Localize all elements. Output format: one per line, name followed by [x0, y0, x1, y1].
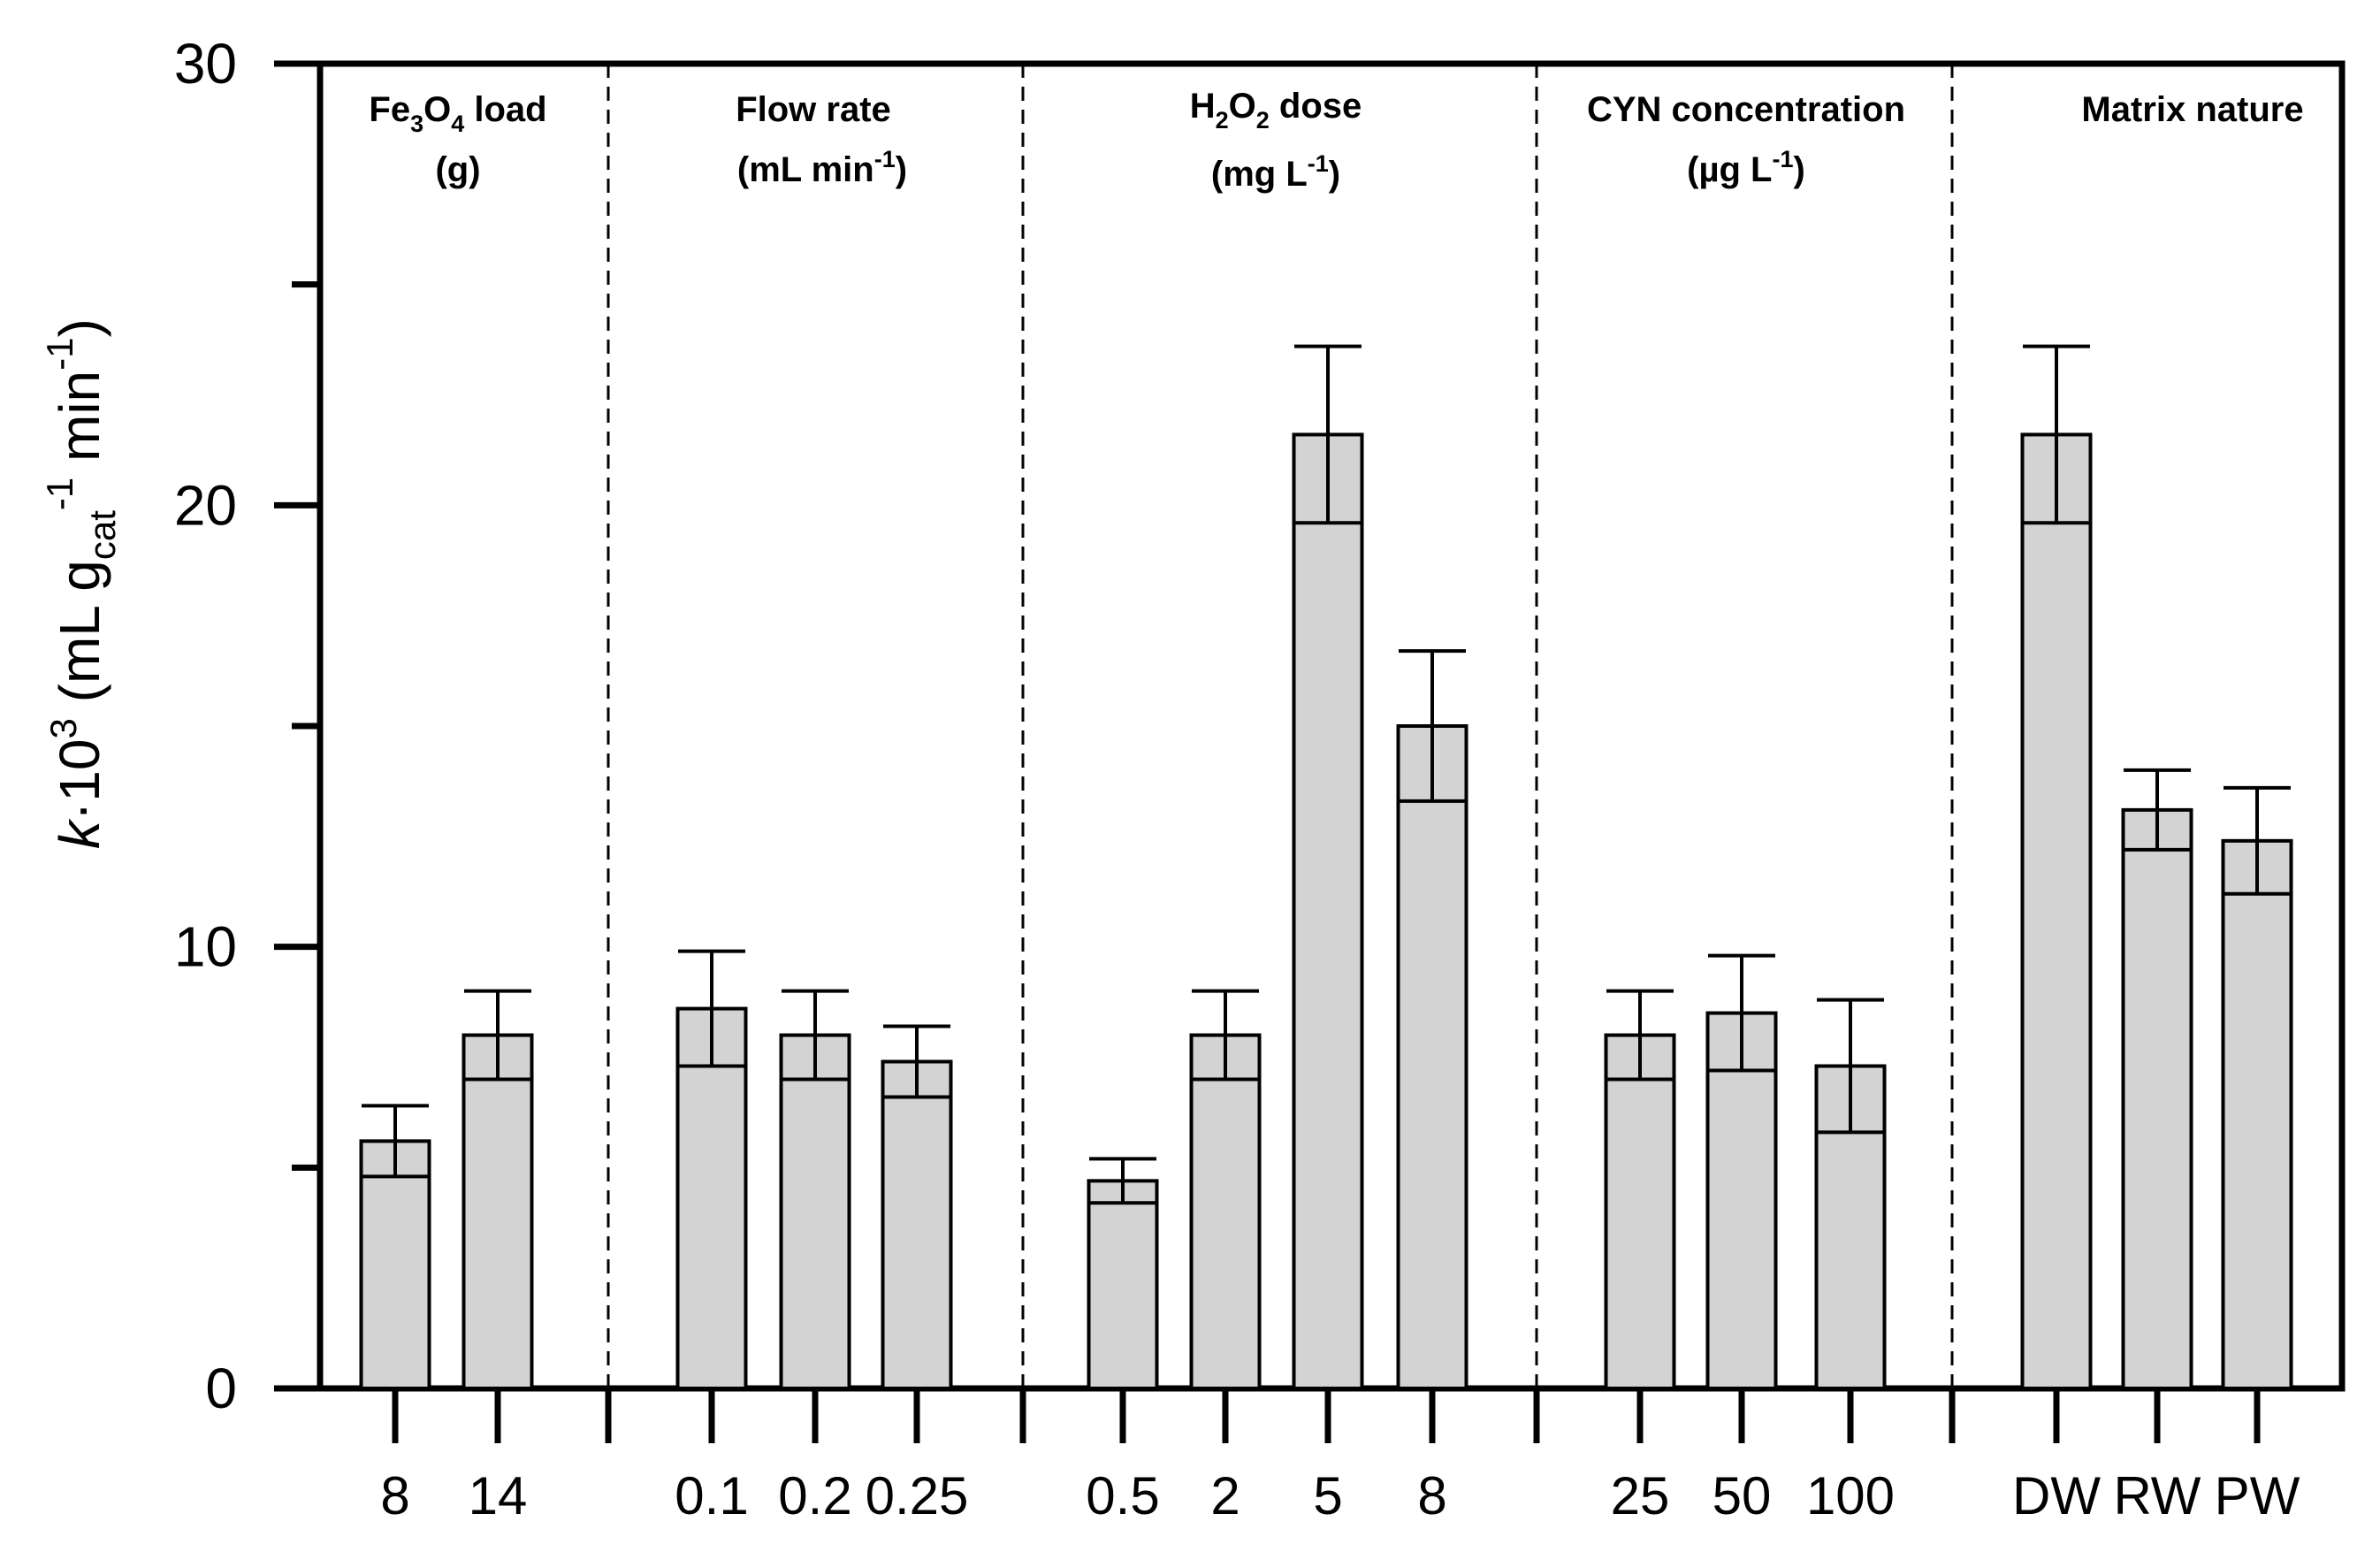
x-tick-label: 0.1 [675, 1466, 748, 1525]
y-tick-label: 20 [174, 473, 237, 537]
group-title-flow-rate: Flow rate [736, 90, 891, 129]
bar [359, 1139, 431, 1390]
bar [779, 1033, 851, 1390]
x-axis: 8 14 0.1 0.2 0.25 0.5 2 5 8 25 50 100 DW RW PW [380, 1388, 2300, 1525]
bar [2121, 807, 2193, 1390]
bar [1604, 1033, 1676, 1390]
y-axis-label: k·103 (mL gcat-1 min-1) [39, 318, 123, 849]
x-tick-label: 5 [1313, 1466, 1342, 1525]
bar [675, 1006, 748, 1391]
x-tick-label: 8 [380, 1466, 409, 1525]
y-tick-label: 0 [205, 1357, 237, 1420]
y-axis: 0 10 20 30 [174, 32, 320, 1420]
error-bars [362, 344, 2291, 1205]
bar [1087, 1179, 1159, 1391]
group-unit-fe3o4: (g) [435, 150, 480, 189]
bars [359, 432, 2293, 1391]
group-titles: Fe3O4 load (g) Flow rate (mL min-1) H2O2… [369, 87, 2303, 194]
x-tick-label: 50 [1713, 1466, 1772, 1525]
bar [1189, 1033, 1262, 1390]
bar [2221, 838, 2293, 1390]
x-tick-label: DW [2012, 1466, 2101, 1525]
bar [1705, 1011, 1778, 1390]
group-title-h2o2: H2O2 dose [1190, 87, 1362, 134]
x-tick-label: 0.25 [866, 1466, 969, 1525]
x-tick-label: 25 [1611, 1466, 1670, 1525]
bar [2020, 432, 2093, 1391]
bar [881, 1059, 953, 1390]
x-tick-label: 0.5 [1086, 1466, 1159, 1525]
y-tick-label: 10 [174, 915, 237, 979]
group-title-matrix: Matrix nature [2081, 90, 2303, 129]
x-tick-label: 8 [1417, 1466, 1446, 1525]
bar [1396, 724, 1468, 1390]
group-title-cyn: CYN concentration [1587, 90, 1905, 129]
bar [462, 1033, 534, 1390]
group-unit-h2o2: (mg L-1) [1211, 150, 1340, 194]
x-tick-label: PW [2215, 1466, 2300, 1525]
x-tick-label: 14 [469, 1466, 528, 1525]
group-separators [606, 64, 1954, 1388]
bar [1292, 432, 1364, 1391]
group-unit-cyn: (µg L-1) [1687, 146, 1805, 189]
x-tick-label: 0.2 [778, 1466, 851, 1525]
x-tick-label: 2 [1210, 1466, 1240, 1525]
y-tick-label: 30 [174, 32, 237, 96]
group-title-fe3o4: Fe3O4 load [369, 90, 546, 137]
x-tick-label: 100 [1806, 1466, 1895, 1525]
group-unit-flow-rate: (mL min-1) [737, 146, 907, 189]
x-tick-label: RW [2114, 1466, 2201, 1525]
